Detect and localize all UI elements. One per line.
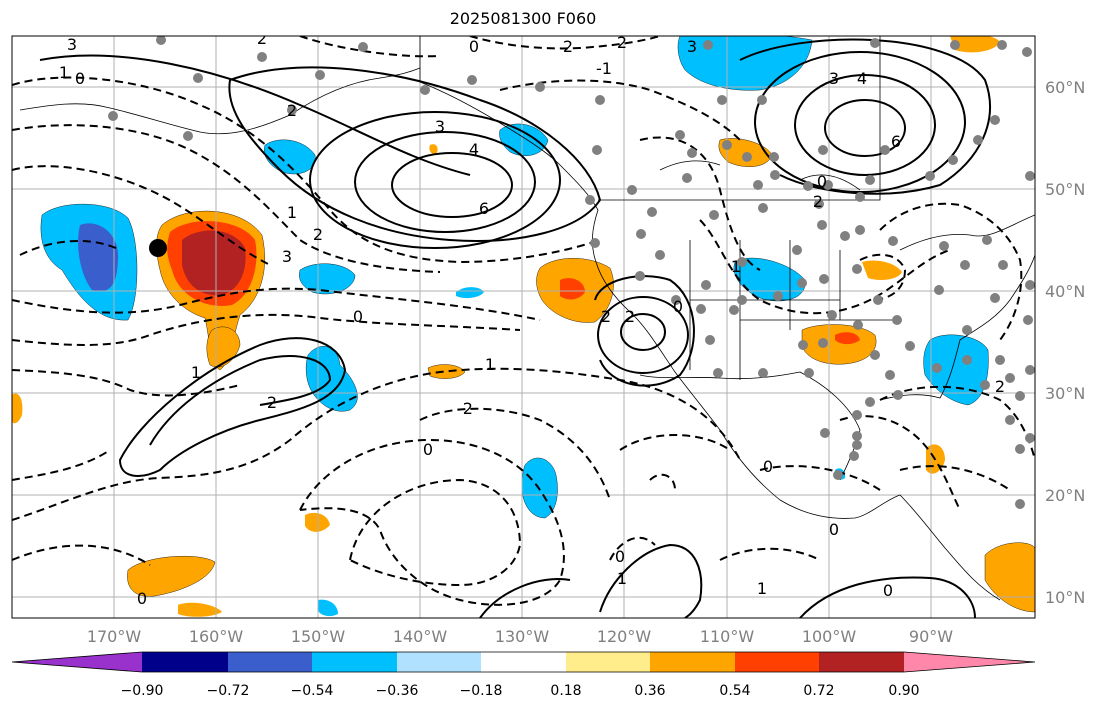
contour-label: 3 bbox=[435, 117, 445, 136]
contour-label: 2 bbox=[995, 377, 1005, 396]
lon-label: 110°W bbox=[699, 627, 755, 646]
contour-label: 0 bbox=[469, 37, 479, 56]
lon-label: 120°W bbox=[596, 627, 652, 646]
contour-label: 2 bbox=[813, 192, 823, 211]
contour-label: 1 bbox=[731, 257, 741, 276]
colorbar-tick-label: 0.54 bbox=[719, 683, 751, 699]
colorbar-segment bbox=[735, 652, 819, 672]
contour-label: 2 bbox=[601, 307, 611, 326]
colorbar-segment bbox=[566, 652, 650, 672]
contour-label: 1 bbox=[191, 363, 201, 382]
colorbar-tick-label: −0.36 bbox=[375, 683, 419, 699]
colorbar-segment bbox=[819, 652, 904, 672]
lon-label: 170°W bbox=[86, 627, 142, 646]
contour-label: 2 bbox=[313, 225, 323, 244]
contour-label: 2 bbox=[617, 33, 627, 52]
colorbar-tick-label: −0.72 bbox=[206, 683, 250, 699]
contour-label: 0 bbox=[423, 440, 433, 459]
colorbar-tick-label: 0.36 bbox=[634, 683, 666, 699]
contour-label: 0 bbox=[829, 520, 839, 539]
lon-label: 150°W bbox=[290, 627, 346, 646]
lat-label: 40°N bbox=[1045, 282, 1086, 301]
contour-label: 3 bbox=[282, 247, 292, 266]
colorbar-tick-label: −0.18 bbox=[459, 683, 503, 699]
contour-label: 1 bbox=[617, 569, 627, 588]
lon-label: 130°W bbox=[494, 627, 550, 646]
contour-label: 2 bbox=[287, 101, 297, 120]
lat-label: 50°N bbox=[1045, 180, 1086, 199]
lat-label: 60°N bbox=[1045, 78, 1086, 97]
lon-label: 140°W bbox=[392, 627, 448, 646]
contour-label: 3 bbox=[829, 69, 839, 88]
contour-labels: 3 2 1 0 0 2 2 3 4 -1 -2 3 3 4 6 1 6 2 2 … bbox=[59, 29, 1005, 608]
colorbar-tick-label: 0.72 bbox=[803, 683, 835, 699]
colorbar-under-arrow bbox=[12, 652, 142, 672]
plot-frame bbox=[11, 35, 1036, 619]
chart-title: 2025081300 F060 bbox=[449, 9, 597, 28]
contour-label: 6 bbox=[891, 132, 901, 151]
colorbar-segment bbox=[312, 652, 397, 672]
positive-anomaly-core bbox=[182, 230, 246, 296]
colorbar-segment bbox=[397, 652, 481, 672]
location-marker bbox=[149, 239, 167, 257]
contour-label: 0 bbox=[615, 547, 625, 566]
gridlines bbox=[12, 36, 1035, 618]
contour-label: 0 bbox=[353, 307, 363, 326]
contour-label: 0 bbox=[75, 69, 85, 88]
contour-label: -1 bbox=[596, 59, 612, 78]
contour-label: 4 bbox=[469, 140, 479, 159]
contour-label: -2 bbox=[457, 399, 473, 418]
contour-label: 0 bbox=[817, 172, 827, 191]
colorbar-outline bbox=[11, 651, 1036, 673]
contour-label: 0 bbox=[883, 581, 893, 600]
contour-label: 2 bbox=[267, 393, 277, 412]
lat-label: 10°N bbox=[1045, 588, 1086, 607]
contour-label: 0 bbox=[673, 297, 683, 316]
contour-label: 2 bbox=[563, 37, 573, 56]
colorbar-tick-label: 0.18 bbox=[550, 683, 582, 699]
colorbar-segment bbox=[142, 652, 228, 672]
contour-label: 3 bbox=[687, 37, 697, 56]
contour-label: 4 bbox=[857, 69, 867, 88]
station-dots bbox=[108, 36, 1035, 509]
contour-label: 3 bbox=[67, 35, 77, 54]
lon-label: 160°W bbox=[188, 627, 244, 646]
lat-label: 20°N bbox=[1045, 486, 1086, 505]
contour-label: 1 bbox=[59, 63, 69, 82]
contour-label: 0 bbox=[763, 457, 773, 476]
lat-label: 30°N bbox=[1045, 384, 1086, 403]
lon-label: 90°W bbox=[908, 627, 954, 646]
contour-label: 2 bbox=[625, 307, 635, 326]
contour-label: 1 bbox=[485, 355, 495, 374]
lon-label: 100°W bbox=[801, 627, 857, 646]
contour-label: 2 bbox=[257, 29, 267, 48]
colorbar-segment bbox=[481, 652, 566, 672]
contour-label: 0 bbox=[137, 589, 147, 608]
contour-label: 1 bbox=[757, 579, 767, 598]
contour-label: 1 bbox=[287, 203, 297, 222]
contour-label: 6 bbox=[479, 199, 489, 218]
colorbar-tick-label: −0.90 bbox=[120, 683, 164, 699]
shaded-field bbox=[12, 36, 1035, 617]
contours-negative bbox=[12, 36, 1035, 606]
colorbar-segment bbox=[650, 652, 735, 672]
colorbar-over-arrow bbox=[904, 652, 1035, 672]
colorbar bbox=[11, 651, 1036, 673]
colorbar-tick-label: 0.90 bbox=[888, 683, 920, 699]
colorbar-segment bbox=[228, 652, 312, 672]
colorbar-tick-label: −0.54 bbox=[290, 683, 334, 699]
